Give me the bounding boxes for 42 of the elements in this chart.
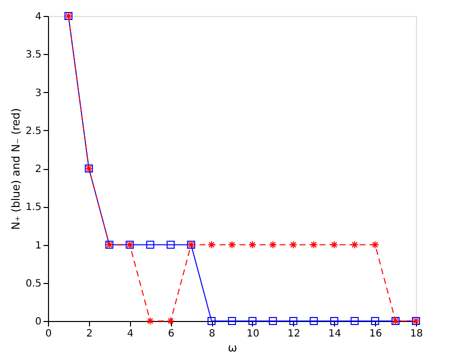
point: [371, 316, 380, 326]
y-axis-title: N₊ (blue) and N₋ (red): [10, 108, 23, 230]
point: [310, 240, 318, 249]
x-tick-label: 10: [246, 328, 260, 340]
x-tick-label: 4: [127, 328, 134, 340]
point: [330, 240, 338, 249]
x-tick-label: 16: [369, 328, 382, 340]
point: [248, 316, 256, 326]
x-tick-label: 6: [168, 328, 174, 340]
point: [330, 316, 338, 326]
point: [228, 240, 236, 249]
point: [166, 316, 175, 326]
x-tick-label: 2: [86, 328, 93, 340]
point: [310, 316, 318, 326]
point: [268, 316, 277, 326]
x-tick-label: 0: [45, 328, 52, 340]
y-tick-label: 2.5: [26, 126, 42, 137]
y-tick-label: 1: [35, 240, 42, 252]
y-tick-label: 4: [35, 12, 42, 22]
point: [248, 240, 256, 249]
point: [350, 240, 359, 249]
y-tick-label: 1.5: [26, 202, 42, 214]
point: [208, 316, 216, 326]
x-axis-title: ω: [228, 342, 238, 354]
point: [146, 240, 154, 249]
point: [371, 240, 380, 249]
point: [289, 240, 298, 249]
y-tick-label: 2: [35, 164, 42, 175]
y-tick-label: 3: [35, 88, 42, 99]
point: [289, 316, 298, 326]
x-tick-label: 18: [410, 328, 423, 340]
x-tick-label: 12: [287, 328, 300, 340]
x-tick-label: 8: [208, 328, 216, 340]
y-tick-label: 0.5: [26, 278, 42, 290]
y-tick-label: 3.5: [26, 50, 42, 61]
point: [350, 316, 359, 326]
x-tick-label: 14: [328, 328, 342, 340]
point: [208, 240, 216, 249]
point: [268, 240, 277, 249]
point: [228, 316, 236, 326]
point: [166, 240, 175, 249]
y-tick-label: 0: [35, 316, 42, 328]
